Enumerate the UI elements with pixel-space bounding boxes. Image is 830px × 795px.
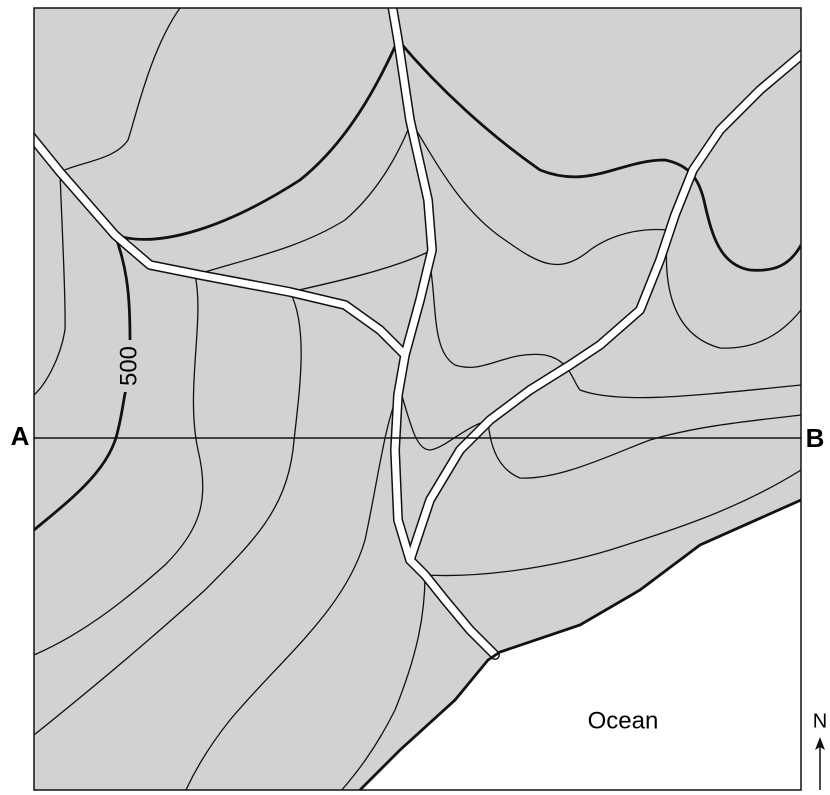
contours: [34, 8, 801, 790]
map-area: 500: [34, 8, 801, 790]
coastline: [359, 498, 802, 791]
map-frame: [33, 7, 802, 791]
north-arrowhead: [815, 737, 825, 750]
point-b: B: [806, 423, 825, 453]
streams: [34, 8, 801, 660]
index-contour: [34, 37, 801, 532]
contour-label: 500: [115, 346, 142, 386]
ocean-label: Ocean: [588, 707, 659, 734]
north-label: N: [813, 710, 827, 732]
point-a: A: [11, 421, 30, 451]
ocean: [361, 500, 801, 790]
label-gap: [116, 340, 144, 392]
